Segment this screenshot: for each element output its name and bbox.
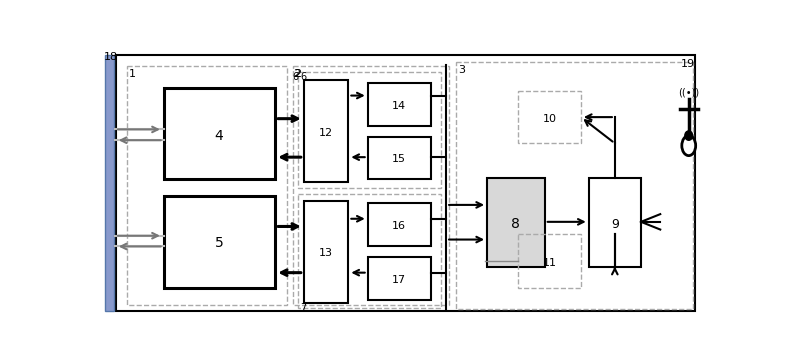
Bar xyxy=(518,91,581,143)
Bar xyxy=(589,178,641,266)
Text: 6: 6 xyxy=(292,72,298,82)
Text: 7: 7 xyxy=(301,303,307,314)
Bar xyxy=(368,203,430,246)
Text: 13: 13 xyxy=(319,248,333,258)
Text: 19: 19 xyxy=(681,59,695,69)
Bar xyxy=(487,178,545,266)
Text: 15: 15 xyxy=(392,154,406,165)
Text: 9: 9 xyxy=(611,218,618,231)
Text: 12: 12 xyxy=(319,127,333,138)
Text: 17: 17 xyxy=(392,275,406,285)
Text: 14: 14 xyxy=(392,100,406,111)
Bar xyxy=(163,195,275,288)
Text: 2: 2 xyxy=(293,69,300,78)
Bar xyxy=(518,234,581,288)
Text: 5: 5 xyxy=(214,237,223,251)
Bar xyxy=(368,83,430,126)
Bar xyxy=(368,137,430,180)
Text: 11: 11 xyxy=(542,258,556,267)
Ellipse shape xyxy=(684,130,694,141)
Ellipse shape xyxy=(682,136,696,156)
Bar xyxy=(126,66,287,305)
Text: ((•)): ((•)) xyxy=(678,88,699,98)
Bar xyxy=(304,80,349,182)
Bar xyxy=(293,66,449,305)
Text: 18: 18 xyxy=(103,53,118,62)
Text: 6: 6 xyxy=(301,72,306,82)
Bar xyxy=(298,72,441,188)
Bar xyxy=(456,62,694,309)
Bar xyxy=(298,194,441,308)
Text: 1: 1 xyxy=(129,69,136,78)
Text: 3: 3 xyxy=(458,65,465,75)
Bar xyxy=(163,88,275,179)
Bar xyxy=(304,201,349,303)
Bar xyxy=(105,55,114,311)
Text: 2: 2 xyxy=(294,69,302,78)
Text: 8: 8 xyxy=(511,217,520,231)
Text: 10: 10 xyxy=(542,114,556,123)
Text: 4: 4 xyxy=(214,129,223,143)
Text: 16: 16 xyxy=(392,221,406,231)
Bar xyxy=(368,257,430,300)
